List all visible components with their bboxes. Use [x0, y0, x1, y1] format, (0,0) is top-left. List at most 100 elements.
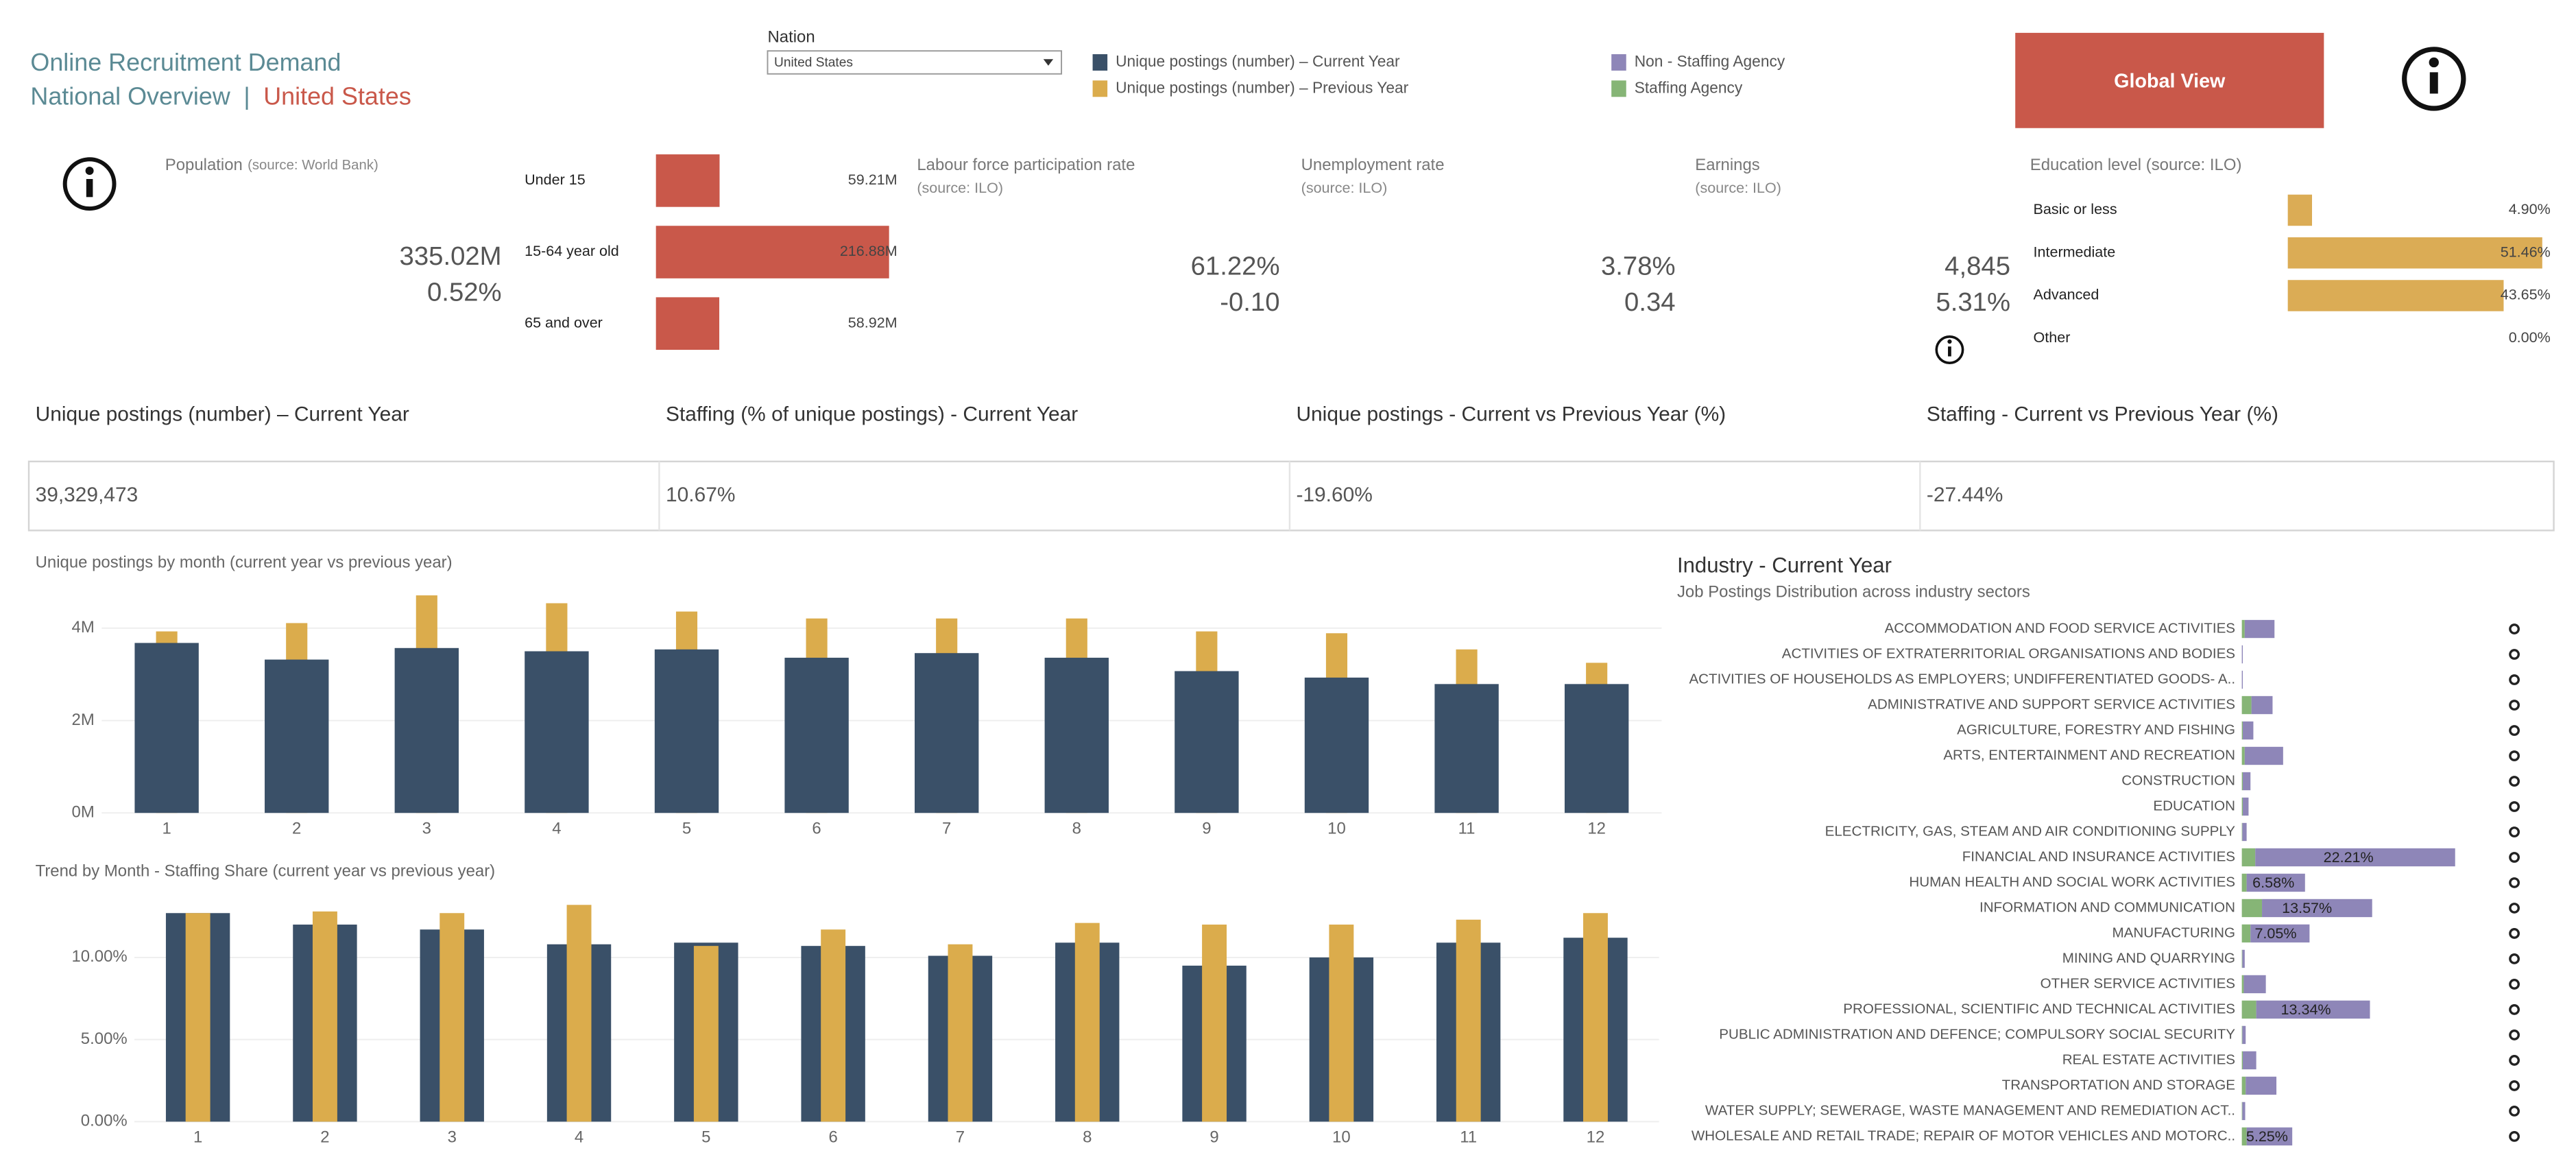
- bar-segment: [2243, 772, 2251, 791]
- bar: [821, 929, 846, 1122]
- bar: [1583, 913, 1608, 1122]
- bar: [1044, 657, 1109, 813]
- bar-segment: [2241, 797, 2243, 816]
- category-label: ACCOMMODATION AND FOOD SERVICE ACTIVITIE…: [1885, 620, 2235, 636]
- x-tick-label: 11: [1458, 819, 1476, 837]
- bar: [1456, 919, 1481, 1122]
- category-label: Other: [2034, 329, 2071, 346]
- bar: [1175, 671, 1239, 813]
- info-dot[interactable]: [2429, 57, 2439, 68]
- kpi-value: -19.60%: [1296, 484, 1372, 506]
- chart-title: Education level (source: ILO): [2030, 156, 2242, 174]
- x-tick-label: 4: [575, 1128, 583, 1147]
- y-tick-label: 0.00%: [81, 1112, 128, 1130]
- info-icon[interactable]: [62, 157, 117, 211]
- indicator-change: 0.34: [1624, 287, 1676, 317]
- data-label: 58.92M: [848, 314, 898, 331]
- info-circle[interactable]: [62, 157, 117, 211]
- data-label: 216.88M: [840, 243, 898, 259]
- bar: [2287, 280, 2504, 311]
- data-label: 0.00%: [2509, 329, 2551, 346]
- bar: [440, 913, 465, 1122]
- category-label: MINING AND QUARRYING: [2062, 950, 2235, 966]
- info-circle[interactable]: [1935, 335, 1964, 364]
- button-label[interactable]: Global View: [2114, 70, 2226, 92]
- x-tick-label: 6: [812, 819, 821, 837]
- info-icon[interactable]: [2402, 47, 2466, 111]
- button-background[interactable]: [2015, 32, 2324, 128]
- bar-segment: [2242, 949, 2245, 968]
- x-tick-label: 7: [942, 819, 951, 837]
- info-stem[interactable]: [2429, 72, 2438, 94]
- bar-segment: [2241, 1127, 2247, 1146]
- kpi-label: Unique postings - Current vs Previous Ye…: [1296, 403, 1726, 426]
- row-marker: [2509, 725, 2520, 736]
- x-tick-label: 10: [1332, 1128, 1351, 1147]
- chart-title: Trend by Month - Staffing Share (current…: [36, 862, 496, 881]
- bar: [2287, 237, 2542, 269]
- bar: [784, 657, 849, 813]
- info-icon[interactable]: [1935, 335, 1964, 364]
- bar: [948, 944, 973, 1122]
- category-label: REAL ESTATE ACTIVITIES: [2062, 1051, 2235, 1067]
- nation-select[interactable]: United States: [767, 50, 1063, 75]
- indicator-heading: Population (source: World Bank): [165, 156, 378, 174]
- row-marker: [2509, 1106, 2520, 1117]
- row-marker: [2509, 801, 2520, 812]
- x-tick-label: 1: [193, 1128, 202, 1147]
- chart-title: Industry - Current Year: [1677, 553, 1892, 577]
- bar-segment: [2241, 822, 2243, 842]
- x-tick-label: 1: [162, 819, 171, 837]
- bar-segment: [2243, 1051, 2256, 1070]
- category-label: WATER SUPPLY; SEWERAGE, WASTE MANAGEMENT…: [1705, 1102, 2235, 1118]
- bar-segment: [2244, 746, 2283, 765]
- kpi-label: Unique postings (number) – Current Year: [36, 403, 409, 426]
- bar: [1304, 677, 1369, 813]
- bar-segment: [2241, 1000, 2256, 1019]
- bar-segment: [2251, 695, 2273, 715]
- bar-segment: [2241, 899, 2263, 918]
- bar-segment: [2241, 645, 2243, 664]
- info-dot[interactable]: [1947, 339, 1952, 344]
- bar-segment: [2242, 822, 2247, 842]
- select-arrow[interactable]: [1043, 59, 1054, 66]
- x-tick-label: 12: [1587, 819, 1606, 837]
- category-label: EDUCATION: [2153, 798, 2235, 813]
- info-circle[interactable]: [2402, 47, 2466, 111]
- row-marker: [2509, 750, 2520, 761]
- select-value[interactable]: United States: [774, 56, 853, 70]
- bar-segment: [2262, 899, 2372, 918]
- kpi-label: Staffing (% of unique postings) - Curren…: [666, 403, 1078, 426]
- data-label: 22.21%: [2324, 849, 2374, 866]
- bar-segment: [2241, 721, 2243, 740]
- row-marker: [2509, 1055, 2520, 1066]
- row-marker: [2509, 1080, 2520, 1091]
- select-box[interactable]: [767, 50, 1063, 75]
- category-label: Basic or less: [2034, 201, 2117, 217]
- category-label: MANUFACTURING: [2112, 925, 2236, 940]
- bar-segment: [2242, 1102, 2246, 1121]
- bar-segment: [2243, 975, 2266, 994]
- kpi-label: Staffing - Current vs Previous Year (%): [1927, 403, 2278, 426]
- category-label: PUBLIC ADMINISTRATION AND DEFENCE; COMPU…: [1719, 1026, 2235, 1042]
- indicator-change: -0.10: [1220, 287, 1279, 317]
- bar: [265, 659, 329, 813]
- y-tick-label: 10.00%: [71, 947, 127, 966]
- global-view-button[interactable]: Global View: [2015, 32, 2324, 128]
- bar: [655, 226, 889, 278]
- bar-segment: [2241, 924, 2251, 943]
- category-label: ARTS, ENTERTAINMENT AND RECREATION: [1943, 747, 2235, 763]
- info-dot[interactable]: [85, 167, 94, 175]
- indicator-source: (source: ILO): [917, 180, 1003, 196]
- bar-segment: [2241, 1025, 2243, 1045]
- kpi-value: -27.44%: [1927, 484, 2003, 506]
- indicator-value: 335.02M: [400, 241, 502, 271]
- row-marker: [2509, 1004, 2520, 1015]
- info-stem[interactable]: [86, 178, 93, 198]
- bar-segment: [2250, 924, 2310, 943]
- info-stem[interactable]: [1948, 346, 1951, 357]
- kpi-value: 39,329,473: [36, 484, 139, 506]
- bar-segment: [2241, 873, 2247, 892]
- bar: [394, 647, 459, 813]
